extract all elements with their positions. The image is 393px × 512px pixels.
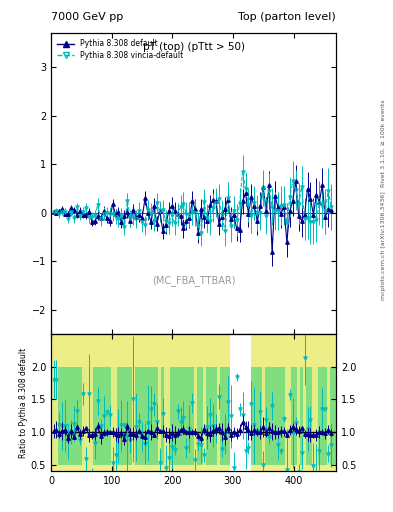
Text: pT (top) (pTtt > 50): pT (top) (pTtt > 50) (143, 42, 244, 52)
Bar (288, 334, 291, 471)
Bar (235, 334, 238, 471)
Bar (194, 334, 197, 471)
Y-axis label: Ratio to Pythia 8.308 default: Ratio to Pythia 8.308 default (19, 348, 28, 458)
Bar (312, 334, 315, 471)
Bar (132, 334, 135, 471)
Bar (55, 334, 58, 471)
Bar (262, 334, 265, 471)
Text: Rivet 3.1.10, ≥ 100k events: Rivet 3.1.10, ≥ 100k events (381, 99, 386, 187)
Bar (111, 334, 114, 471)
Bar (158, 334, 162, 471)
Text: (MC_FBA_TTBAR): (MC_FBA_TTBAR) (152, 274, 235, 286)
Bar (303, 334, 306, 471)
Text: Top (parton level): Top (parton level) (238, 11, 336, 22)
Bar (167, 334, 170, 471)
Legend: Pythia 8.308 default, Pythia 8.308 vincia-default: Pythia 8.308 default, Pythia 8.308 vinci… (55, 37, 185, 62)
Bar (164, 334, 167, 471)
Bar (51, 464, 336, 471)
Bar (297, 334, 300, 471)
Bar (327, 334, 330, 471)
Bar (52, 334, 55, 471)
Bar (51, 334, 336, 367)
Bar (84, 334, 88, 471)
Text: 7000 GeV pp: 7000 GeV pp (51, 11, 123, 22)
Bar (315, 334, 318, 471)
Bar (88, 334, 90, 471)
Bar (82, 334, 84, 471)
Bar (203, 334, 206, 471)
Bar (230, 334, 251, 471)
Bar (217, 334, 220, 471)
Bar (114, 334, 117, 471)
Text: mcplots.cern.ch [arXiv:1306.3436]: mcplots.cern.ch [arXiv:1306.3436] (381, 191, 386, 300)
Bar (232, 334, 235, 471)
Bar (285, 334, 288, 471)
Bar (90, 334, 94, 471)
